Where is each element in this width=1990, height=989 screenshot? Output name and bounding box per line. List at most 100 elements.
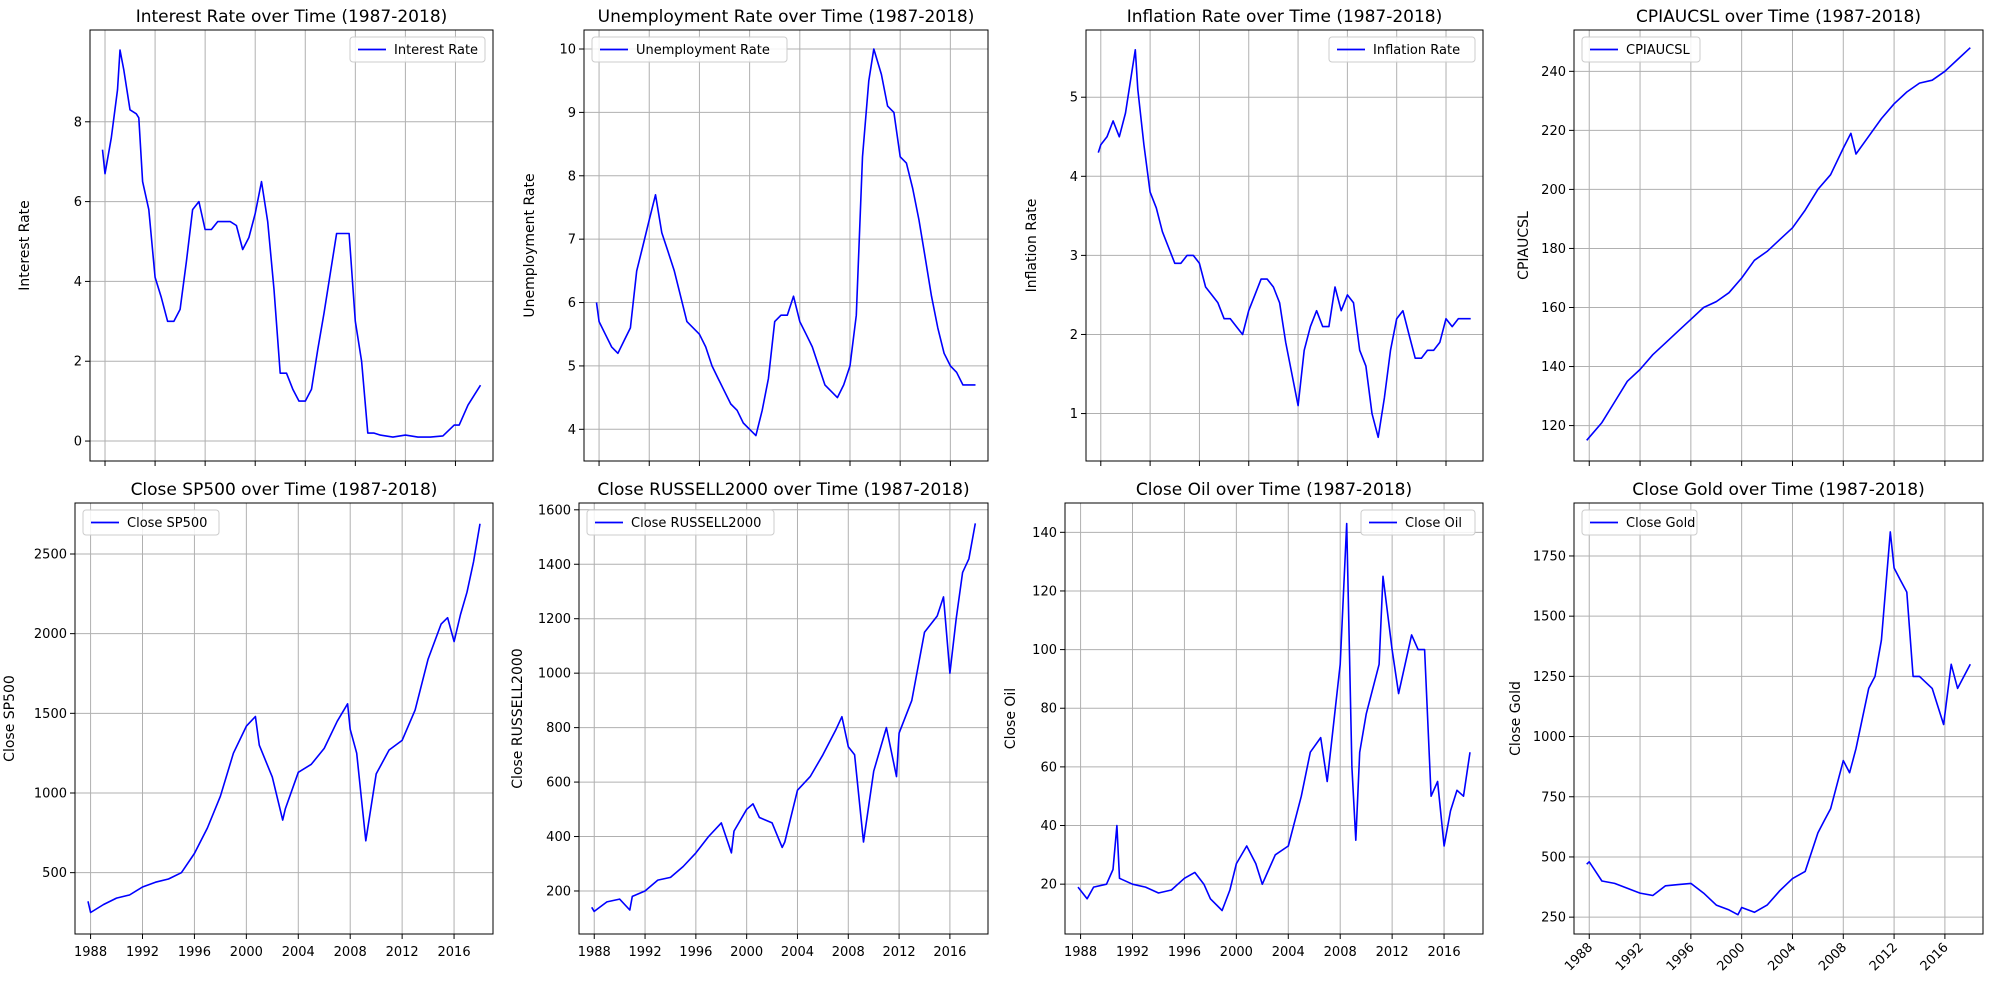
y-tick-label: 120 (1541, 419, 1566, 434)
y-tick-label: 3 (1070, 249, 1078, 264)
y-tick-label: 120 (1032, 584, 1057, 599)
legend-label: Unemployment Rate (636, 43, 770, 58)
y-axis-label: CPIAUCSL (1516, 211, 1532, 280)
y-tick-label: 0 (74, 435, 82, 450)
y-tick-label: 600 (546, 776, 571, 791)
y-tick-label: 2500 (34, 547, 67, 562)
y-tick-label: 9 (568, 106, 576, 121)
y-tick-label: 6 (74, 195, 82, 210)
legend-label: CPIAUCSL (1626, 43, 1690, 58)
legend-box (1581, 509, 1698, 536)
chart-panel: 1 2 3 4 5 Inflation Rate over Time (1987-2018… (1024, 7, 1484, 466)
x-tick-label: 1992 (1613, 940, 1647, 974)
plot-frame (89, 29, 494, 462)
chart-panel: 250 500 750 1000 1250 1500 1750 1988 1992 1996 200… (1508, 480, 1984, 974)
legend-box (349, 36, 486, 63)
y-tick-label: 2 (74, 355, 82, 370)
x-tick-label: 2012 (1376, 945, 1409, 960)
chart-panel: 500 1000 1500 2000 2500 1988 1992 1996 2000 2004 2… (2, 480, 494, 960)
chart-title: Inflation Rate over Time (1987-2018) (1127, 7, 1443, 27)
x-tick-label: 2008 (334, 945, 367, 960)
chart-panel: 20 40 60 80 100 120 140 1988 1992 1996 2000 2004 200… (1003, 480, 1484, 960)
x-tick-label: 2004 (1272, 945, 1305, 960)
x-tick-label: 2008 (1324, 945, 1357, 960)
x-tick-label: 2016 (933, 945, 966, 960)
y-tick-label: 160 (1541, 301, 1566, 316)
y-tick-label: 4 (568, 423, 576, 438)
x-tick-label: 2000 (730, 945, 763, 960)
chart-panel: 4 5 6 7 8 9 10 Unemployment Rate over Time (198… (522, 7, 989, 466)
y-tick-label: 100 (1032, 643, 1057, 658)
plot-frame (1085, 29, 1484, 462)
legend-label: Close SP500 (127, 516, 207, 531)
chart-title: Close SP500 over Time (1987-2018) (131, 480, 438, 500)
series-line (1097, 48, 1471, 439)
x-tick-label: 1992 (1116, 945, 1149, 960)
x-tick-label: 2016 (1428, 945, 1461, 960)
legend-label: Inflation Rate (1373, 43, 1460, 58)
y-tick-label: 5 (568, 359, 576, 374)
y-tick-label: 1 (1070, 407, 1078, 422)
x-tick-label: 2004 (282, 945, 315, 960)
x-tick-label: 1996 (1664, 940, 1698, 974)
y-tick-label: 500 (42, 866, 67, 881)
y-axis-label: Inflation Rate (1024, 199, 1040, 293)
chart-title: Close Gold over Time (1987-2018) (1632, 480, 1924, 500)
y-axis-label: Close Gold (1508, 681, 1524, 756)
chart-title: Unemployment Rate over Time (1987-2018) (598, 7, 975, 27)
y-tick-label: 1500 (34, 707, 67, 722)
x-tick-label: 2004 (1765, 940, 1799, 974)
y-tick-label: 1600 (538, 503, 571, 518)
y-tick-label: 80 (1040, 702, 1057, 717)
legend-label: Close Oil (1405, 516, 1462, 531)
legend-box (82, 509, 220, 536)
y-tick-label: 4 (1070, 170, 1078, 185)
y-tick-label: 2000 (34, 627, 67, 642)
y-tick-label: 7 (568, 233, 576, 248)
y-tick-label: 1500 (1533, 610, 1566, 625)
y-tick-label: 180 (1541, 242, 1566, 257)
y-tick-label: 6 (568, 296, 576, 311)
legend: Close SP500 (82, 509, 220, 536)
y-tick-label: 500 (1541, 850, 1566, 865)
plot-frame (578, 502, 989, 935)
y-tick-label: 1200 (538, 612, 571, 627)
y-tick-label: 1750 (1533, 549, 1566, 564)
y-tick-label: 400 (546, 830, 571, 845)
y-tick-label: 4 (74, 275, 82, 290)
series-line (591, 523, 977, 913)
series-line (101, 49, 482, 438)
x-tick-label: 2008 (1816, 940, 1850, 974)
x-tick-label: 2004 (781, 945, 814, 960)
legend-label: Close Gold (1626, 516, 1695, 531)
y-tick-label: 1000 (34, 786, 67, 801)
legend: Close RUSSELL2000 (586, 509, 775, 536)
y-tick-label: 8 (568, 169, 576, 184)
legend-box (1328, 36, 1476, 63)
plot-frame (1573, 29, 1984, 462)
plot-frame (1064, 502, 1484, 935)
y-tick-label: 200 (546, 884, 571, 899)
legend: Close Gold (1581, 509, 1698, 536)
series-line (1077, 522, 1471, 912)
y-tick-label: 2 (1070, 328, 1078, 343)
legend-box (1360, 509, 1476, 536)
legend-box (591, 36, 788, 63)
legend-label: Interest Rate (394, 43, 478, 58)
chart-panel: 200 400 600 800 1000 1200 1400 1600 1988 1992 1996… (510, 480, 989, 960)
x-tick-label: 2008 (832, 945, 865, 960)
y-tick-label: 1000 (1533, 730, 1566, 745)
series-line (87, 523, 481, 914)
y-tick-label: 240 (1541, 65, 1566, 80)
chart-panel: 0 2 4 6 8 Interest Rate over Time (1987-2018)… (17, 7, 494, 466)
chart-panel: 120 140 160 180 200 220 240 CPIAUCSL over Time … (1516, 7, 1984, 466)
y-tick-label: 140 (1032, 526, 1057, 541)
legend: Close Oil (1360, 509, 1476, 536)
series-line (1586, 47, 1971, 441)
y-tick-label: 220 (1541, 124, 1566, 139)
x-tick-label: 1992 (629, 945, 662, 960)
legend-label: Close RUSSELL2000 (631, 516, 761, 531)
series-line (595, 48, 976, 437)
chart-title: Close Oil over Time (1987-2018) (1136, 480, 1412, 500)
